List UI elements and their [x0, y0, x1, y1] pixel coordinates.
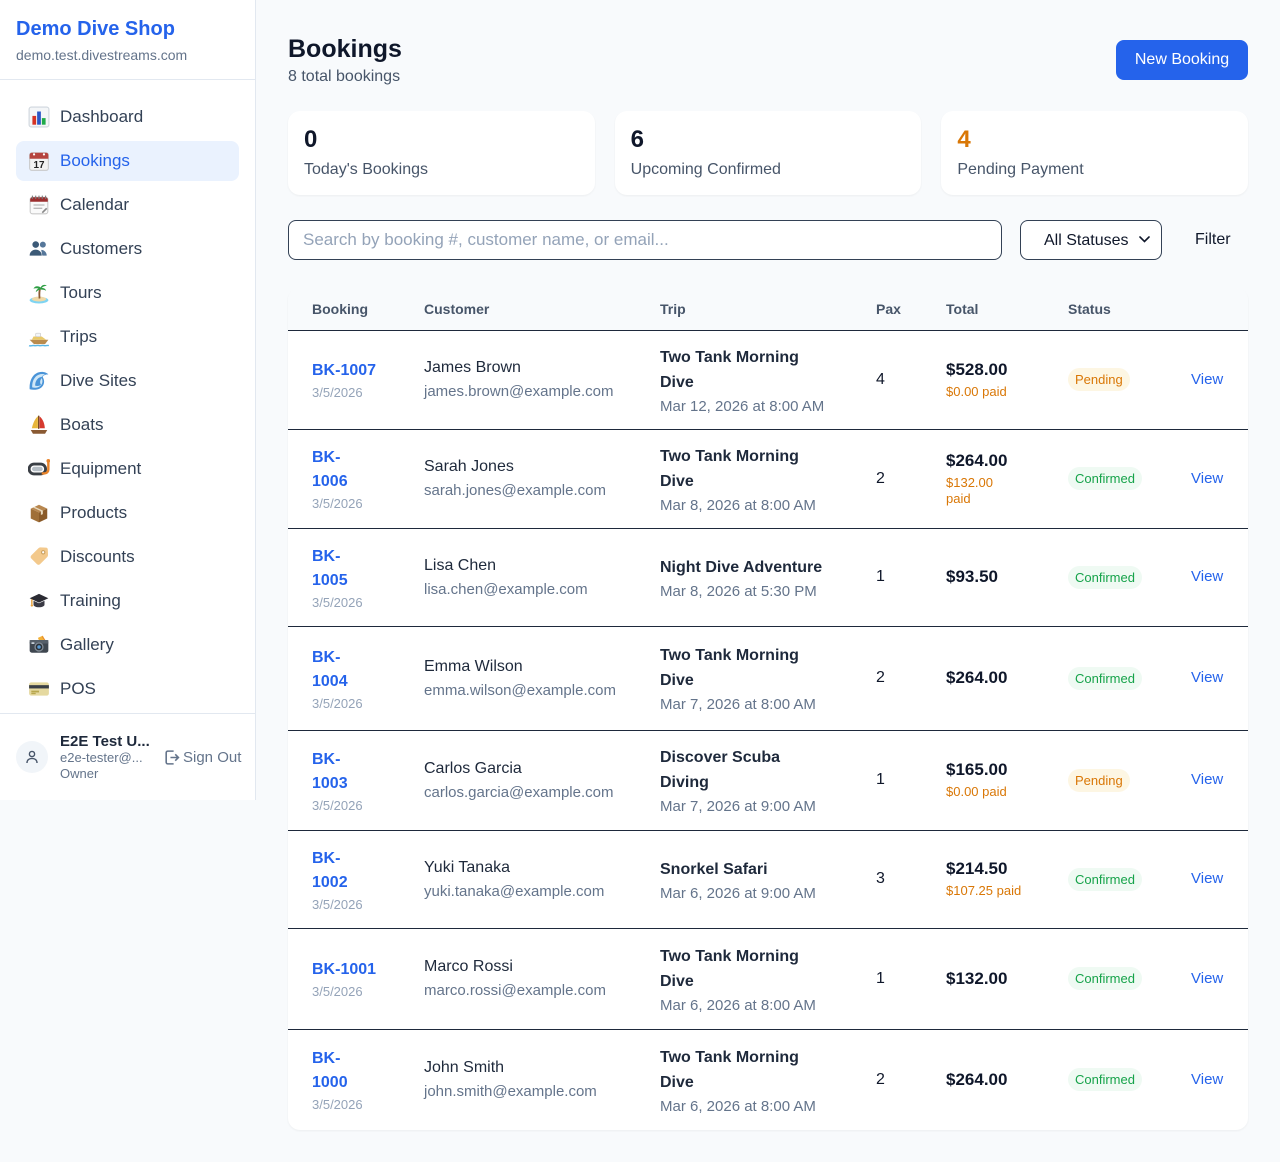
svg-text:17: 17	[33, 160, 45, 171]
